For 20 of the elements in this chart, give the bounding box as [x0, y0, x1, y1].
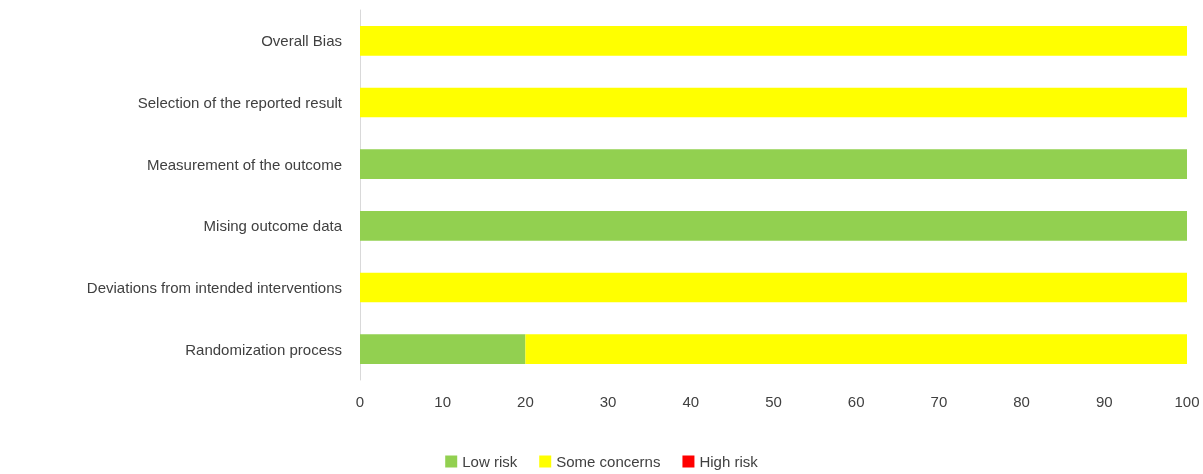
y-tick-label: Selection of the reported result	[137, 94, 343, 111]
y-tick-label: Randomization process	[185, 340, 342, 358]
legend-label: Some concerns	[556, 453, 661, 470]
y-tick-label: Measurement of the outcome	[146, 155, 342, 173]
y-tick-label: Mising outcome data	[203, 217, 343, 235]
x-tick-label: 80	[1013, 393, 1030, 410]
x-tick-label: 0	[355, 393, 365, 410]
x-tick-label: 50	[765, 393, 782, 410]
x-tick-label: 60	[847, 393, 865, 410]
x-tick-label: 100	[1174, 393, 1200, 410]
y-tick-label: Deviations from intended interventions	[86, 279, 342, 296]
x-tick-label: 70	[930, 393, 948, 410]
x-tick-label: 30	[599, 393, 617, 410]
legend-label: High risk	[699, 453, 759, 470]
x-tick-label: 20	[517, 393, 534, 410]
x-tick-label: 90	[1095, 393, 1113, 410]
y-tick-label: Overall Bias	[261, 32, 342, 50]
x-tick-label: 10	[434, 393, 452, 410]
x-tick-label: 40	[682, 393, 700, 410]
legend-label: Low risk	[462, 453, 518, 470]
